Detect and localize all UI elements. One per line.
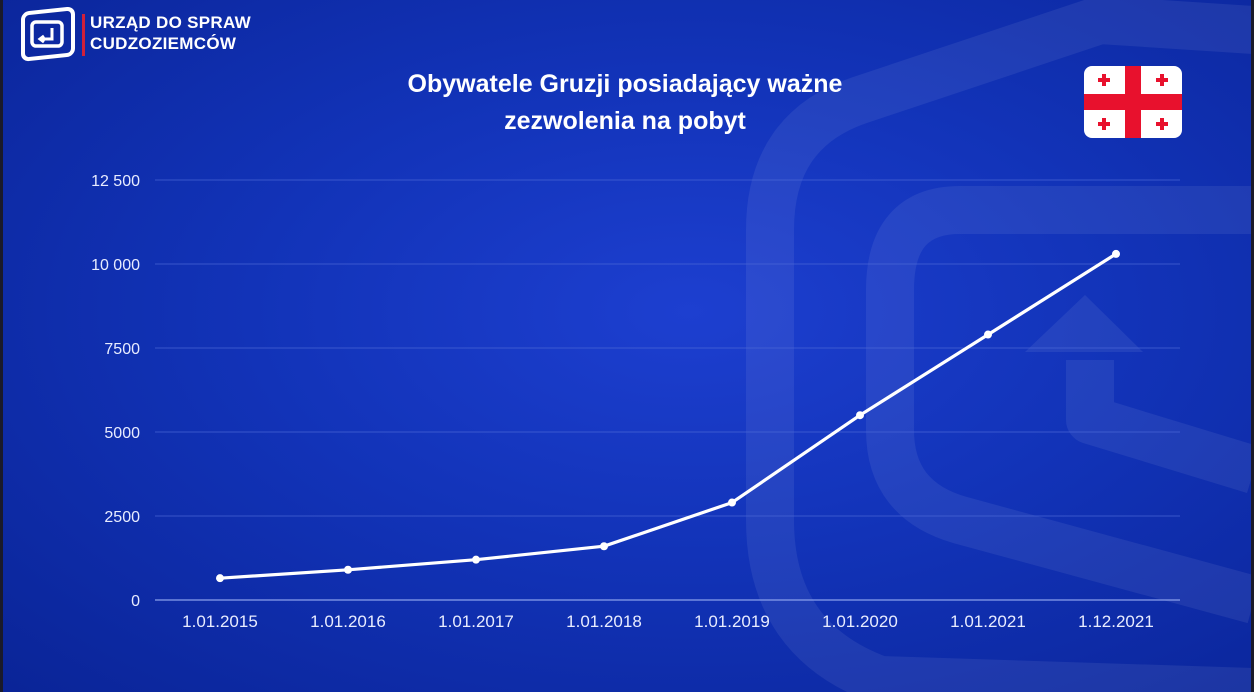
data-point	[728, 498, 736, 507]
x-tick-label: 1.01.2015	[182, 612, 258, 631]
office-logo-icon	[21, 7, 75, 62]
data-point	[344, 565, 352, 574]
frame-edge	[1251, 0, 1254, 692]
chart-title-line1: Obywatele Gruzji posiadający ważne	[407, 70, 843, 98]
data-point	[1112, 249, 1120, 258]
x-tick-label: 1.01.2020	[822, 612, 898, 631]
x-tick-label: 1.01.2021	[950, 612, 1026, 631]
georgia-flag-icon	[1084, 66, 1182, 138]
y-tick-label: 5000	[104, 425, 140, 442]
y-tick-label: 7500	[104, 341, 140, 358]
y-tick-label: 12 500	[91, 173, 140, 190]
data-point	[984, 330, 992, 339]
data-point	[600, 542, 608, 551]
y-tick-label: 10 000	[91, 257, 140, 274]
x-tick-label: 1.01.2019	[694, 612, 770, 631]
x-tick-label: 1.01.2018	[566, 612, 642, 631]
logo-text-line2: CUDZOZIEMCÓW	[90, 34, 237, 53]
chart-title: Obywatele Gruzji posiadający ważne zezwo…	[325, 66, 925, 140]
logo-text-line1: URZĄD DO SPRAW	[90, 13, 251, 32]
data-point	[216, 574, 224, 583]
chart-title-line2: zezwolenia na pobyt	[504, 107, 746, 135]
data-point	[856, 411, 864, 420]
y-tick-label: 0	[131, 593, 140, 610]
x-tick-label: 1.01.2016	[310, 612, 386, 631]
x-tick-label: 1.01.2017	[438, 612, 514, 631]
y-tick-label: 2500	[104, 509, 140, 526]
logo-accent-bar	[82, 14, 85, 56]
frame-edge	[0, 0, 3, 692]
office-logo: URZĄD DO SPRAW CUDZOZIEMCÓW	[20, 6, 280, 68]
series-line	[218, 252, 1118, 580]
data-point	[472, 555, 480, 564]
x-tick-label: 1.12.2021	[1078, 612, 1154, 631]
